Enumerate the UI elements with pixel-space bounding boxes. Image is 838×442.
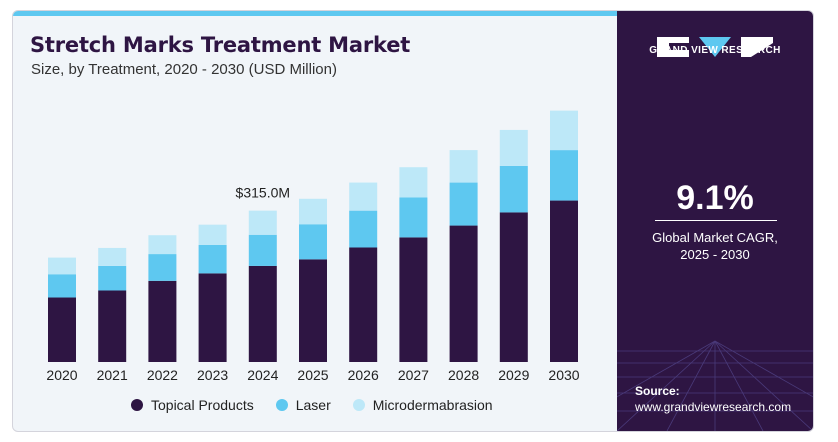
bar-2025-laser — [299, 224, 327, 260]
bar-2022-topical-products — [148, 280, 177, 362]
stacked-bar-chart: 2020 2021 2022 2023 2024 $315.0M 2025 2026 2027 2… — [46, 110, 580, 383]
bar-2021-laser — [98, 265, 127, 291]
legend-dot-microdermabrasion — [352, 399, 365, 411]
chart-legend: Topical Products Laser Microdermabrasion — [131, 397, 515, 413]
x-tick-label-2024: 2024 — [247, 367, 278, 383]
bar-2025-microdermabrasion — [299, 198, 327, 225]
bar-2028-laser — [449, 182, 478, 226]
bar-2027-topical-products — [399, 237, 428, 362]
bar-2020-microdermabrasion — [48, 257, 76, 275]
bar-2025-topical-products — [299, 259, 327, 362]
bar-2026-microdermabrasion — [349, 182, 378, 211]
data-label-2024: $315.0M — [236, 185, 290, 201]
chart-subtitle: Size, by Treatment, 2020 - 2030 (USD Mil… — [31, 61, 337, 78]
brand-name: GRAND VIEW RESEARCH — [649, 45, 781, 56]
bar-2029-topical-products — [499, 212, 528, 362]
legend-label-laser: Laser — [295, 397, 331, 413]
bar-2026-topical-products — [349, 247, 378, 362]
bar-2020-laser — [48, 274, 76, 298]
legend-item-microdermabrasion: Microdermabrasion — [352, 397, 493, 413]
source-label: Source: — [635, 384, 680, 398]
grand-view-research-logo — [657, 37, 773, 57]
bar-2023-topical-products — [198, 273, 227, 362]
bar-2030-topical-products — [550, 200, 578, 362]
x-tick-label-2029: 2029 — [498, 367, 529, 383]
accent-line — [13, 11, 617, 16]
bar-2022-microdermabrasion — [148, 235, 177, 255]
legend-dot-laser — [275, 399, 288, 411]
bar-2026-laser — [349, 210, 378, 248]
bar-2030-microdermabrasion — [550, 110, 578, 151]
decorative-grid — [617, 340, 813, 431]
legend-item-laser: Laser — [275, 397, 331, 413]
bar-2028-topical-products — [449, 225, 478, 362]
bar-2023-laser — [198, 244, 227, 274]
bar-2022-laser — [148, 254, 177, 281]
x-tick-label-2026: 2026 — [348, 367, 379, 383]
chart-title: Stretch Marks Treatment Market — [30, 33, 411, 57]
bar-2023-microdermabrasion — [198, 224, 227, 245]
cagr-label-line-1: Global Market CAGR, — [652, 230, 778, 245]
x-tick-label-2025: 2025 — [297, 367, 328, 383]
infographic-card: Stretch Marks Treatment Market Size, by … — [12, 10, 814, 432]
cagr-label: Global Market CAGR, 2025 - 2030 — [617, 229, 813, 263]
bar-2024-microdermabrasion — [248, 210, 277, 235]
x-tick-label-2021: 2021 — [97, 367, 128, 383]
bar-2027-laser — [399, 197, 428, 238]
legend-dot-topical — [131, 399, 143, 411]
x-tick-label-2030: 2030 — [548, 367, 579, 383]
x-tick-label-2020: 2020 — [46, 367, 77, 383]
x-tick-label-2023: 2023 — [197, 367, 228, 383]
bar-2024-topical-products — [248, 265, 277, 362]
cagr-value: 9.1% — [676, 179, 754, 217]
source-url[interactable]: www.grandviewresearch.com — [635, 400, 792, 414]
bar-2030-laser — [550, 150, 578, 201]
source-note: Source: www.grandviewresearch.com — [635, 383, 791, 415]
legend-label-topical: Topical Products — [151, 397, 254, 413]
legend-label-microdermabrasion: Microdermabrasion — [372, 397, 493, 413]
x-tick-label-2027: 2027 — [398, 367, 429, 383]
bar-2020-topical-products — [48, 297, 76, 362]
side-panel: GRAND VIEW RESEARCH 9.1% Global Market C… — [617, 11, 813, 431]
x-tick-label-2028: 2028 — [448, 367, 479, 383]
legend-item-topical: Topical Products — [131, 397, 254, 413]
bar-2029-laser — [499, 165, 528, 213]
cagr-label-line-2: 2025 - 2030 — [680, 247, 750, 262]
bar-2027-microdermabrasion — [399, 167, 428, 198]
cagr-divider — [655, 220, 777, 221]
bar-2021-topical-products — [98, 290, 127, 362]
bar-2029-microdermabrasion — [499, 129, 528, 166]
x-tick-label-2022: 2022 — [147, 367, 178, 383]
bar-2028-microdermabrasion — [449, 150, 478, 183]
bar-2021-microdermabrasion — [98, 247, 127, 266]
bar-2024-laser — [248, 234, 277, 266]
